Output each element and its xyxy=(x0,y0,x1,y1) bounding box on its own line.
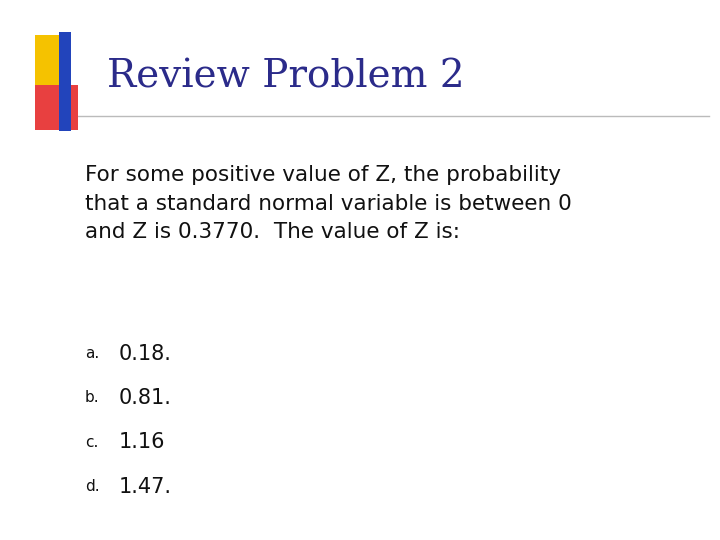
Text: 1.16: 1.16 xyxy=(119,432,166,453)
Text: d.: d. xyxy=(85,479,99,494)
Text: For some positive value of Z, the probability
that a standard normal variable is: For some positive value of Z, the probab… xyxy=(85,165,572,242)
Text: c.: c. xyxy=(85,435,99,450)
Text: Review Problem 2: Review Problem 2 xyxy=(107,58,464,95)
Text: 0.81.: 0.81. xyxy=(119,388,171,408)
Text: a.: a. xyxy=(85,346,99,361)
Bar xyxy=(35,85,78,130)
Bar xyxy=(59,32,71,131)
Text: 1.47.: 1.47. xyxy=(119,476,172,497)
Text: 0.18.: 0.18. xyxy=(119,343,171,364)
Bar xyxy=(35,35,69,86)
Text: b.: b. xyxy=(85,390,99,406)
